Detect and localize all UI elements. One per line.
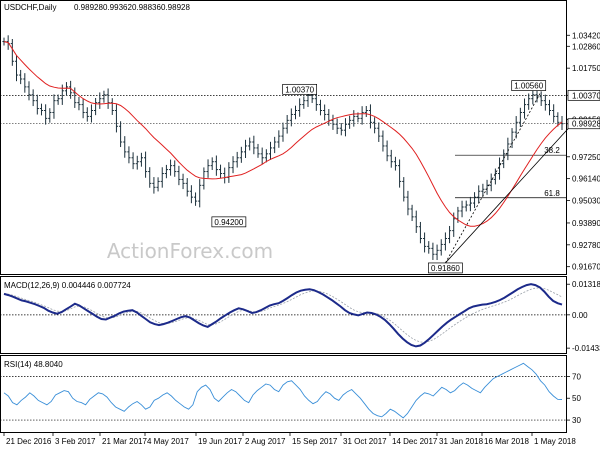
price-title: USDCHF,Daily xyxy=(4,3,56,12)
x-tick-label: 2 Aug 2017 xyxy=(245,437,286,446)
macd-layer xyxy=(0,283,566,348)
price-y-tick-label: 1.00370 xyxy=(572,91,600,100)
x-tick-label: 19 Jun 2017 xyxy=(198,437,243,446)
macd-y-tick-label: 0.00 xyxy=(572,311,588,320)
moving-average-line xyxy=(3,41,563,227)
annotation-box xyxy=(511,80,547,91)
x-tick-label: 21 Mar 2017 xyxy=(102,437,147,446)
price-y-tick-label: 0.97250 xyxy=(572,153,600,162)
rsi-y-tick-label: 50 xyxy=(572,394,581,403)
fib-level-label: 61.8 xyxy=(544,189,560,198)
x-tick-label: 31 Oct 2017 xyxy=(343,437,387,446)
price-high: 0.99362 xyxy=(103,3,132,12)
macd-line xyxy=(3,283,563,348)
x-tick-label: 14 Dec 2017 xyxy=(392,437,438,446)
price-y-tick-label: 0.95030 xyxy=(572,197,600,206)
price-layer: 38.2 61.8 1.00370 0.94200 0.91860 1.00560 xyxy=(0,35,571,274)
macd-signal-line xyxy=(3,287,563,343)
annotation-box xyxy=(282,83,318,95)
macd-title: MACD(12,26,9) 0.004446 0.007724 xyxy=(4,281,131,290)
price-y-tick-label: 1.02860 xyxy=(572,42,600,51)
price-y-tick-label: 0.96140 xyxy=(572,175,600,184)
x-tick-label: 4 May 2017 xyxy=(147,437,189,446)
rsi-title: RSI(14) 48.8040 xyxy=(4,360,63,369)
price-y-tick-label: 1.03420 xyxy=(572,31,600,40)
annotation-label: 1.00370 xyxy=(285,85,314,94)
fib-level-label: 38.2 xyxy=(544,146,560,155)
annotation-box xyxy=(211,216,247,228)
macd-y-tick-label: -0.014339 xyxy=(572,344,600,353)
axis-layer: 1.034201.028601.017501.003700.991500.989… xyxy=(3,31,600,446)
price-y-highlight xyxy=(567,89,600,101)
annotation-label: 0.94200 xyxy=(214,218,243,227)
annotation-label: 0.91860 xyxy=(431,264,460,273)
x-tick-label: 31 Jan 2018 xyxy=(439,437,484,446)
price-close: 0.98928 xyxy=(161,3,190,12)
rsi-panel xyxy=(0,355,567,433)
x-tick-label: 3 Feb 2017 xyxy=(55,437,96,446)
rsi-layer xyxy=(0,362,566,421)
x-tick-label: 15 Sep 2017 xyxy=(292,437,338,446)
price-y-tick-label: 1.01750 xyxy=(572,64,600,73)
trendline-support xyxy=(445,125,571,264)
x-tick-label: 16 Mar 2018 xyxy=(484,437,529,446)
price-low: 0.98836 xyxy=(132,3,161,12)
rsi-y-tick-label: 70 xyxy=(572,372,581,381)
rsi-line xyxy=(3,362,563,419)
annotation-label: 1.00560 xyxy=(514,82,543,91)
price-y-tick-label: 0.93890 xyxy=(572,219,600,228)
macd-y-tick-label: 0.013184 xyxy=(572,280,600,289)
watermark-text: ActionForex.com xyxy=(107,239,273,263)
annotation-box xyxy=(428,262,463,274)
price-header: USDCHF,Daily 0.98928 0.99362 0.98836 0.9… xyxy=(4,3,190,12)
price-y-tick-label: 0.91670 xyxy=(572,263,600,272)
price-open: 0.98928 xyxy=(74,3,103,12)
rsi-y-tick-label: 30 xyxy=(572,416,581,425)
trendline-channel xyxy=(445,91,542,264)
price-y-highlight xyxy=(567,118,600,130)
x-tick-label: 21 Dec 2016 xyxy=(6,437,52,446)
x-tick-label: 1 May 2018 xyxy=(534,437,576,446)
price-y-tick-label: 0.92780 xyxy=(572,241,600,250)
price-y-tick-label: 0.98928 xyxy=(572,120,600,129)
